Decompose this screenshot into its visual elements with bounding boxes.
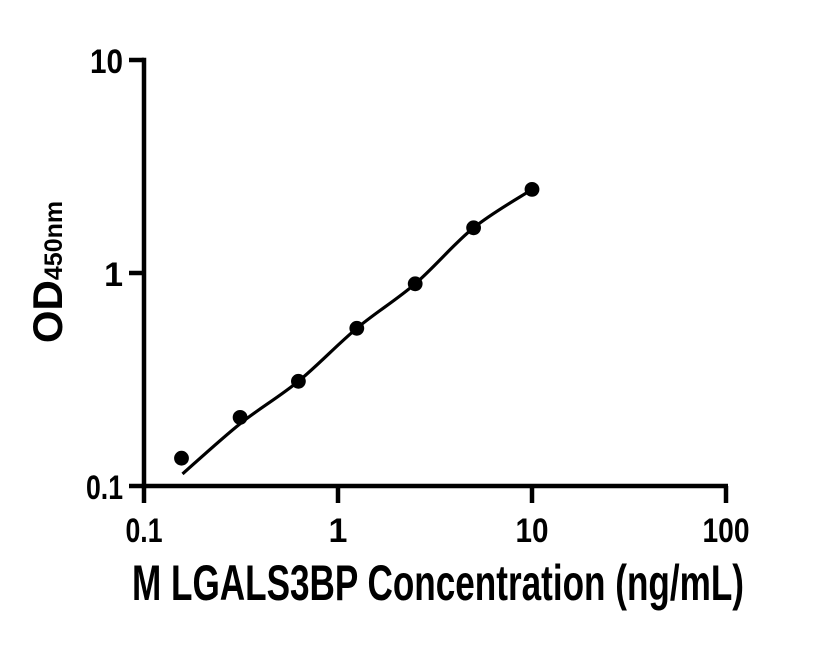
axis-tick-labels: 0.1 1 10 100 0.1 1 10 [86,43,750,550]
x-tick-label: 0.1 [126,512,163,550]
x-axis-title: M LGALS3BP Concentration (ng/mL) [132,555,744,611]
data-point [524,182,540,197]
data-point [349,320,365,336]
data-point [466,220,481,236]
data-point [407,276,423,292]
x-tick-label: 100 [703,512,750,550]
y-axis-title-subscript: 450nm [40,201,68,280]
data-point [232,410,248,425]
axis-ticks [129,57,729,503]
data-point [174,450,189,466]
y-axis-title: OD450nm [24,201,71,343]
y-tick-label: 10 [90,43,123,81]
x-tick-label: 10 [516,512,549,550]
y-tick-label: 0.1 [86,469,123,507]
data-points [174,182,540,466]
x-tick-label: 1 [329,512,348,550]
axes [141,57,728,489]
y-axis-title-main: OD [24,280,71,343]
data-point [291,373,306,389]
y-tick-label: 1 [104,256,123,294]
